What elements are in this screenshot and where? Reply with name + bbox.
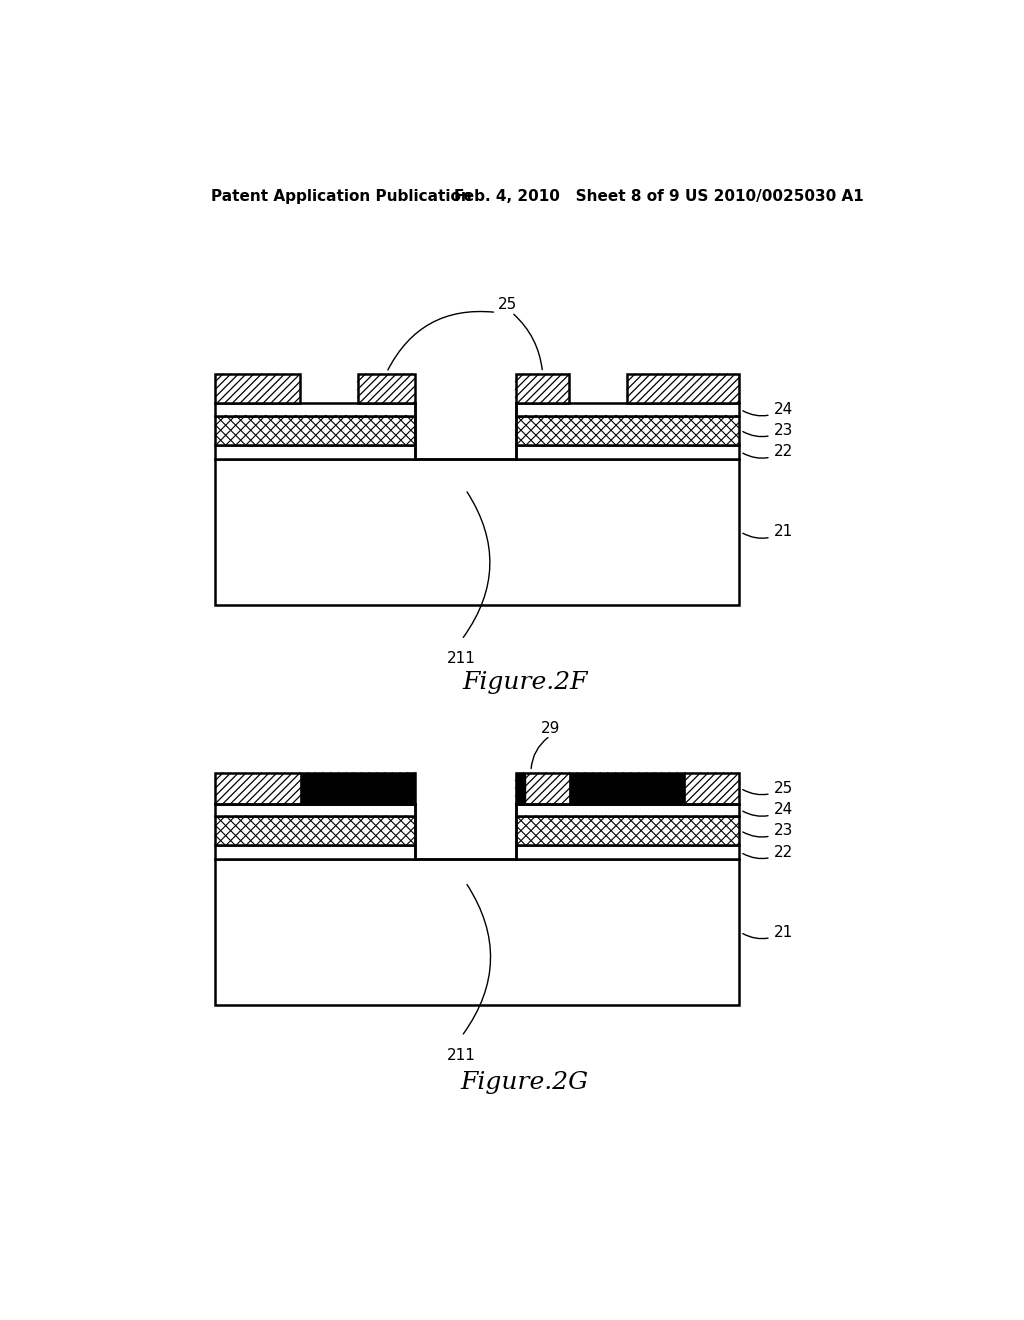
Text: 25: 25 bbox=[742, 780, 793, 796]
Bar bbox=[515, 774, 739, 804]
Text: Figure.2G: Figure.2G bbox=[461, 1071, 589, 1094]
Bar bbox=[515, 374, 569, 404]
Bar bbox=[357, 374, 416, 404]
Text: 211: 211 bbox=[447, 1048, 476, 1063]
Bar bbox=[300, 774, 416, 804]
Bar bbox=[569, 774, 685, 804]
Bar bbox=[215, 774, 416, 804]
Bar bbox=[515, 445, 739, 459]
Bar bbox=[515, 404, 739, 416]
Text: 22: 22 bbox=[742, 845, 793, 859]
Text: 23: 23 bbox=[742, 422, 793, 438]
Text: US 2010/0025030 A1: US 2010/0025030 A1 bbox=[685, 189, 863, 205]
Text: 25: 25 bbox=[499, 297, 517, 313]
Text: 29: 29 bbox=[541, 721, 560, 737]
Bar bbox=[215, 459, 739, 605]
Bar bbox=[628, 374, 739, 404]
Text: 21: 21 bbox=[742, 524, 793, 540]
Text: 24: 24 bbox=[742, 803, 793, 817]
Text: 22: 22 bbox=[742, 445, 793, 459]
Text: 23: 23 bbox=[742, 824, 793, 838]
Bar bbox=[515, 774, 526, 804]
Text: Figure.2F: Figure.2F bbox=[462, 671, 588, 693]
Bar bbox=[215, 416, 416, 445]
Text: Patent Application Publication: Patent Application Publication bbox=[211, 189, 472, 205]
Bar bbox=[215, 374, 300, 404]
Text: 24: 24 bbox=[742, 401, 793, 417]
Bar bbox=[215, 804, 416, 816]
Bar bbox=[215, 859, 739, 1006]
Bar bbox=[515, 845, 739, 859]
Bar bbox=[515, 416, 739, 445]
Bar bbox=[515, 804, 739, 816]
Bar bbox=[404, 774, 416, 804]
Text: 211: 211 bbox=[447, 651, 476, 667]
Text: Feb. 4, 2010   Sheet 8 of 9: Feb. 4, 2010 Sheet 8 of 9 bbox=[454, 189, 680, 205]
Bar bbox=[515, 816, 739, 845]
Bar bbox=[215, 845, 416, 859]
Bar bbox=[215, 404, 416, 416]
Bar bbox=[215, 445, 416, 459]
Text: 21: 21 bbox=[742, 925, 793, 940]
Bar bbox=[215, 816, 416, 845]
